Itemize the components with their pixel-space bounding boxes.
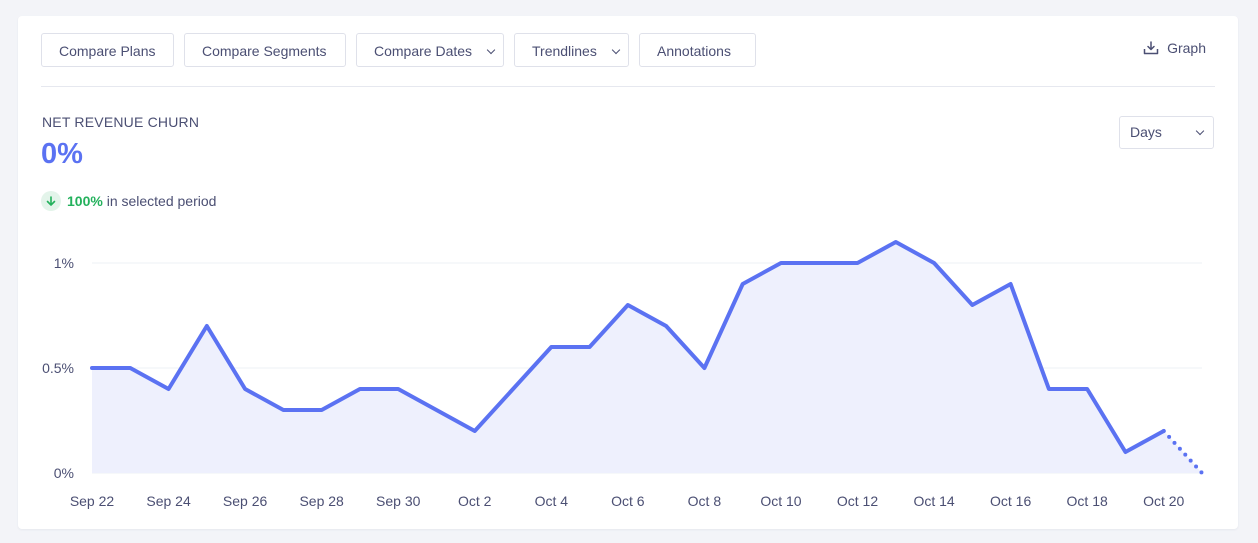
graph-label: Graph [1167,40,1206,56]
y-tick-label: 1% [54,255,74,271]
compare-segments-button[interactable]: Compare Segments [184,33,346,67]
annotations-label: Annotations [657,43,731,59]
x-tick-label: Oct 18 [1067,493,1108,509]
x-tick-label: Oct 6 [611,493,645,509]
compare-dates-dropdown[interactable]: Compare Dates [356,33,504,67]
metric-title: NET REVENUE CHURN [42,114,200,130]
x-tick-label: Oct 8 [688,493,722,509]
x-tick-label: Sep 24 [146,493,191,509]
compare-segments-label: Compare Segments [202,43,327,59]
arrow-down-icon [41,191,61,211]
toolbar-divider [41,86,1215,87]
x-tick-label: Sep 22 [70,493,115,509]
x-tick-label: Oct 12 [837,493,878,509]
x-tick-label: Oct 4 [535,493,569,509]
y-tick-label: 0% [54,465,74,481]
area-fill [92,242,1202,473]
x-tick-label: Sep 28 [299,493,344,509]
graph-download-button[interactable]: Graph [1143,40,1206,56]
metric-value: 0% [41,138,83,170]
delta-percent: 100% [67,193,103,209]
compare-plans-label: Compare Plans [59,43,156,59]
x-tick-label: Oct 16 [990,493,1031,509]
interval-select-value: Days [1130,124,1162,140]
y-tick-label: 0.5% [42,360,74,376]
trendlines-dropdown[interactable]: Trendlines [514,33,629,67]
x-tick-label: Oct 14 [913,493,954,509]
x-tick-label: Sep 26 [223,493,268,509]
x-tick-label: Oct 10 [760,493,801,509]
compare-plans-button[interactable]: Compare Plans [41,33,174,67]
delta-text: in selected period [106,193,217,209]
x-tick-label: Sep 30 [376,493,421,509]
x-tick-label: Oct 20 [1143,493,1184,509]
download-icon [1143,41,1159,55]
interval-select[interactable]: Days [1119,116,1214,149]
metric-delta: 100% in selected period [41,191,216,211]
trendlines-label: Trendlines [532,43,597,59]
annotations-button[interactable]: Annotations [639,33,756,67]
series-line-incomplete [1161,429,1204,475]
x-tick-label: Oct 2 [458,493,492,509]
series-line [90,240,1166,454]
compare-dates-label: Compare Dates [374,43,473,59]
